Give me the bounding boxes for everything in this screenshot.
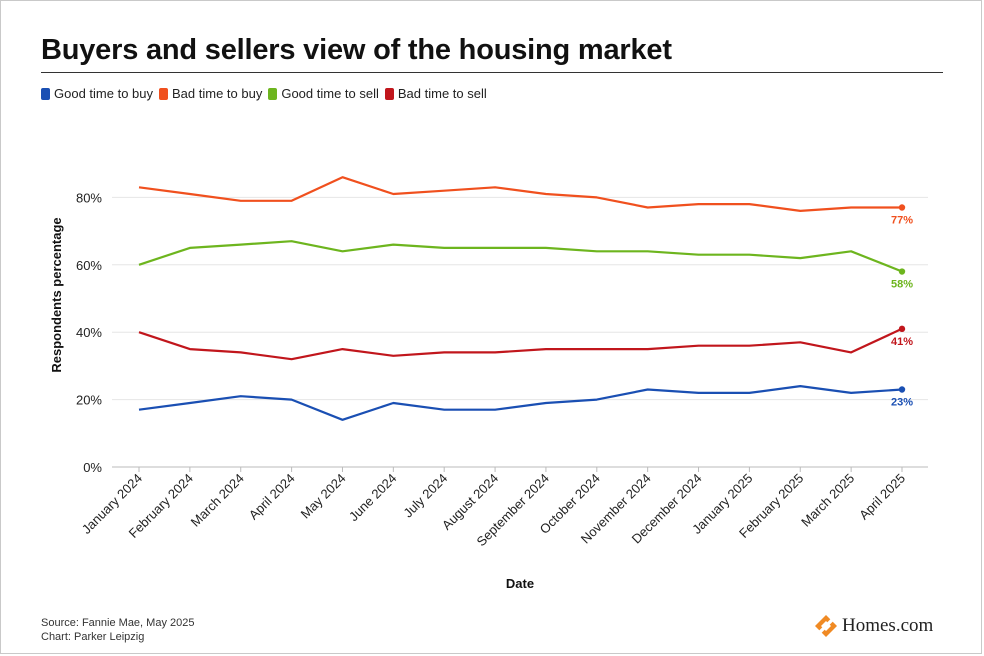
legend-item-good-sell: Good time to sell — [268, 86, 379, 101]
legend-swatch — [268, 87, 278, 100]
series-end-point — [898, 268, 906, 275]
brand-name: Homes.com — [842, 615, 934, 636]
brand-logo[interactable]: Homes.com — [814, 614, 933, 638]
series-lines — [138, 176, 906, 421]
y-tick-label: 60% — [76, 258, 102, 273]
gridlines — [112, 196, 928, 468]
series-end-point — [898, 325, 906, 333]
legend-label: Bad time to sell — [397, 86, 487, 101]
x-tick-label: May 2024 — [298, 471, 349, 522]
data-label: 23% — [891, 396, 913, 408]
source-note: Source: Fannie Mae, May 2025 — [41, 617, 195, 629]
y-axis-label: Respondents percentage — [49, 217, 64, 372]
chart-footer: Source: Fannie Mae, May 2025 Chart: Park… — [41, 616, 194, 644]
legend-swatch — [159, 87, 168, 100]
x-tick-label: April 2025 — [856, 471, 908, 523]
x-tick-label: July 2024 — [400, 471, 450, 521]
y-tick-label: 40% — [76, 325, 102, 340]
y-tick-label: 0% — [83, 460, 102, 475]
x-tick-label: June 2024 — [346, 471, 400, 525]
legend-label: Good time to buy — [54, 86, 153, 101]
legend-item-good-buy: Good time to buy — [41, 86, 153, 101]
data-label: 58% — [891, 279, 913, 291]
legend-swatch — [41, 87, 50, 100]
series-line — [138, 176, 902, 212]
data-label: 77% — [891, 215, 913, 227]
y-tick-label: 80% — [76, 190, 102, 205]
chart-legend: Good time to buy Bad time to buy Good ti… — [41, 86, 487, 101]
page-title: Buyers and sellers view of the housing m… — [41, 34, 672, 66]
data-label: 41% — [891, 336, 913, 348]
x-tick-label: April 2024 — [246, 471, 298, 523]
series-line — [138, 385, 903, 421]
series-line — [138, 327, 903, 361]
homes-logo-icon — [815, 615, 837, 637]
end-labels: 23% 77% 58% 41% — [891, 215, 913, 409]
legend-swatch — [384, 87, 394, 100]
legend-item-bad-sell: Bad time to sell — [384, 86, 487, 101]
x-tick-label: March 2025 — [798, 471, 857, 530]
series-end-point — [898, 204, 906, 211]
legend-label: Bad time to buy — [172, 86, 263, 101]
legend-item-bad-buy: Bad time to buy — [159, 86, 262, 101]
title-divider — [41, 72, 943, 73]
series-end-point — [898, 386, 906, 393]
y-tick-label: 20% — [76, 393, 102, 408]
y-axis-ticks: 0% 20% 40% 60% 80% — [76, 190, 102, 475]
legend-label: Good time to sell — [281, 86, 379, 101]
credit-note: Chart: Parker Leipzig — [41, 631, 145, 643]
series-line — [138, 240, 903, 273]
x-tick-label: March 2024 — [188, 471, 247, 530]
x-axis-label: Date — [506, 576, 534, 591]
